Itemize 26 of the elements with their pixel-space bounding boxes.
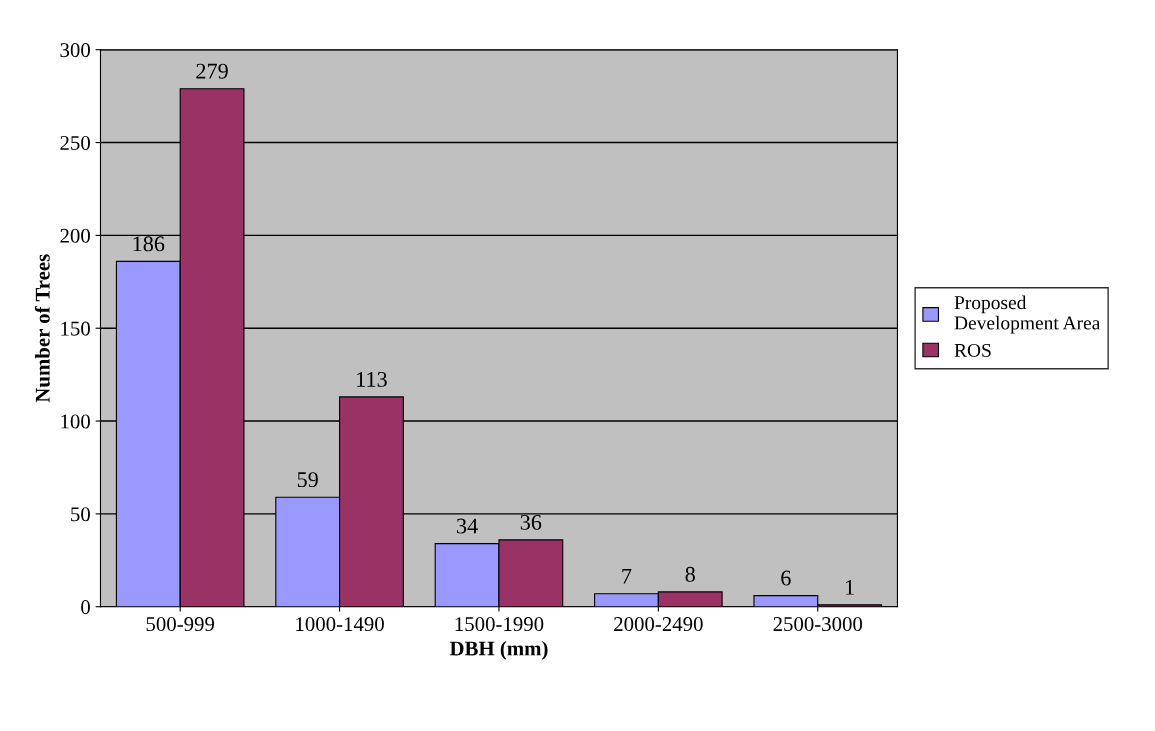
x-axis-title: DBH (mm) bbox=[449, 640, 548, 660]
data-label: 7 bbox=[622, 568, 632, 584]
x-tick-label: 1000-1490 bbox=[296, 617, 384, 632]
data-label: 59 bbox=[297, 472, 318, 488]
y-tick-label: 100 bbox=[61, 414, 90, 429]
legend-label: Proposed Development Area bbox=[954, 295, 1101, 334]
data-label: 8 bbox=[685, 566, 695, 582]
y-tick-label: 50 bbox=[71, 507, 90, 522]
data-label: 186 bbox=[133, 236, 165, 252]
y-axis-title: Number of Trees bbox=[34, 254, 50, 403]
data-label: 113 bbox=[357, 371, 387, 387]
data-label: 1 bbox=[846, 579, 854, 595]
x-tick-label: 2000-2490 bbox=[614, 617, 703, 632]
data-label: 36 bbox=[520, 514, 542, 530]
data-label: 6 bbox=[781, 570, 791, 586]
data-label: 279 bbox=[196, 63, 228, 79]
y-tick-label: 0 bbox=[81, 600, 90, 615]
y-tick-label: 200 bbox=[60, 228, 90, 243]
x-tick-label: 2500-3000 bbox=[773, 617, 863, 632]
legend-label: ROS bbox=[954, 343, 991, 357]
y-tick-label: 250 bbox=[60, 135, 90, 150]
y-tick-label: 150 bbox=[61, 321, 90, 336]
y-tick-label: 300 bbox=[60, 43, 90, 58]
x-tick-label: 500-999 bbox=[146, 617, 215, 632]
data-label: 34 bbox=[457, 518, 478, 534]
x-tick-label: 1500-1990 bbox=[455, 617, 544, 632]
